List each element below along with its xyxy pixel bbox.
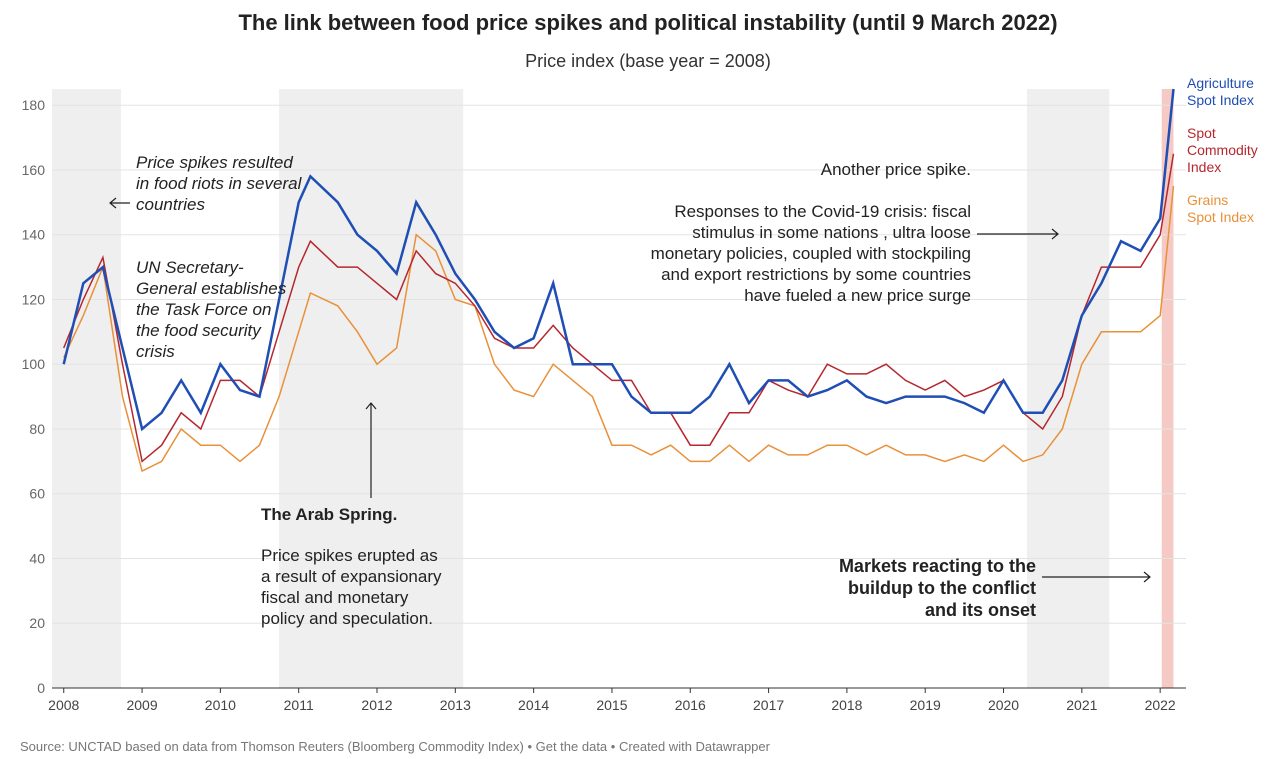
x-tick-label: 2022 <box>1145 697 1176 713</box>
x-tick-label: 2014 <box>518 697 549 713</box>
annotation: Markets reacting to the buildup to the c… <box>838 556 1036 620</box>
source: Source: UNCTAD based on data from Thomso… <box>20 739 771 754</box>
y-tick-label: 120 <box>22 291 46 307</box>
x-tick-label: 2020 <box>988 697 1019 713</box>
chart-subtitle: Price index (base year = 2008) <box>525 51 771 71</box>
legend-label: Grains Spot Index <box>1187 192 1254 225</box>
highlight-band <box>52 89 121 688</box>
line <box>63 186 1175 473</box>
x-tick-label: 2010 <box>205 697 236 713</box>
annotation: Another price spike. <box>820 160 971 179</box>
legend-label: Spot Commodity Index <box>1187 125 1258 175</box>
x-tick-label: 2013 <box>440 697 471 713</box>
y-tick-label: 80 <box>29 421 45 437</box>
arrow <box>365 402 377 498</box>
x-tick-label: 2017 <box>753 697 784 713</box>
x-tick-label: 2011 <box>284 697 314 713</box>
highlight-band <box>279 89 464 688</box>
x-tick-label: 2019 <box>910 697 941 713</box>
y-tick-label: 60 <box>29 486 45 502</box>
chart-title: The link between food price spikes and p… <box>238 10 1057 35</box>
y-tick-label: 160 <box>22 162 46 178</box>
annotation: The Arab Spring. <box>261 505 398 524</box>
arrows <box>109 197 1151 583</box>
y-tick-label: 40 <box>29 550 45 566</box>
x-tick-label: 2012 <box>361 697 392 713</box>
y-tick-label: 180 <box>22 97 46 113</box>
annotation: UN Secretary-General establishes the Tas… <box>136 258 287 361</box>
legend-label: Agriculture Spot Index <box>1187 75 1254 108</box>
x-tick-label: 2015 <box>596 697 627 713</box>
arrow <box>1042 571 1151 583</box>
line <box>62 88 1175 432</box>
y-tick-label: 20 <box>29 615 45 631</box>
x-tick-label: 2021 <box>1066 697 1097 713</box>
annotation: Responses to the Covid-19 crisis: fiscal… <box>650 202 971 305</box>
x-tick-label: 2016 <box>675 697 706 713</box>
arrow <box>977 228 1059 240</box>
highlight-band <box>1027 89 1110 688</box>
x-tick-label: 2018 <box>831 697 862 713</box>
annotation: Price spikes erupted as a result of expa… <box>261 546 442 628</box>
annotation: Price spikes resulted in food riots in s… <box>136 153 302 214</box>
highlight-band <box>1161 89 1174 688</box>
y-tick-label: 100 <box>22 356 46 372</box>
y-tick-label: 140 <box>22 227 46 243</box>
x-tick-label: 2009 <box>126 697 157 713</box>
x-tick-label: 2008 <box>48 697 79 713</box>
y-tick-label: 0 <box>37 680 45 696</box>
arrow <box>109 197 130 209</box>
